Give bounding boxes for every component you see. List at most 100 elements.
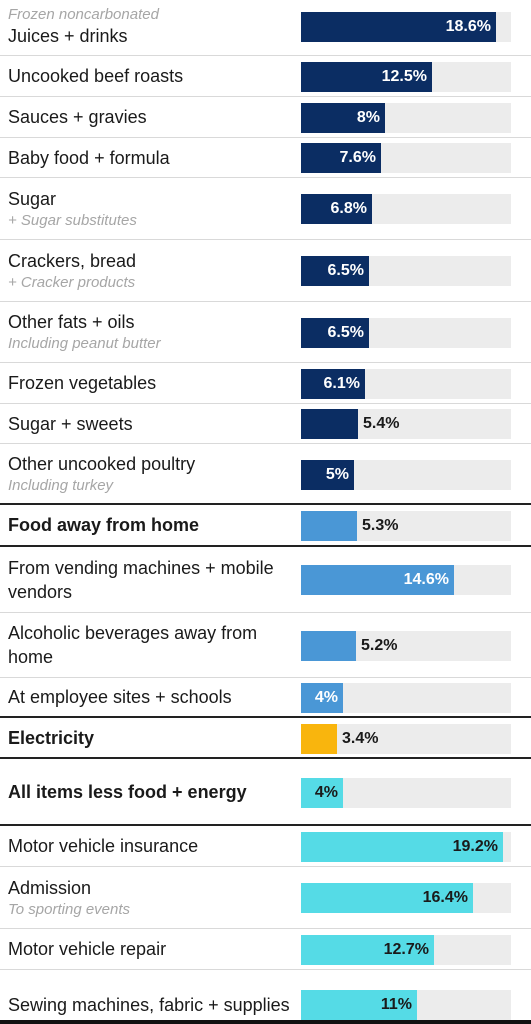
- bar-track: 19.2%: [301, 832, 511, 862]
- row-labels: Sugar + Sugar substitutes: [8, 178, 293, 239]
- bar: [301, 724, 337, 754]
- screen-bottom-edge: [0, 1020, 531, 1024]
- chart-row: Motor vehicle repair 12.7%: [0, 929, 531, 970]
- chart-row: Food away from home 5.3%: [0, 505, 531, 547]
- category-label: Motor vehicle insurance: [8, 836, 199, 856]
- bar-track: 12.5%: [301, 62, 511, 92]
- row-labels: Other fats + oils Including peanut butter: [8, 302, 293, 362]
- category-label: Baby food + formula: [8, 147, 170, 168]
- chart-row: Electricity 3.4%: [0, 718, 531, 759]
- data-label: 11%: [380, 996, 412, 1013]
- chart-row: Motor vehicle insurance 19.2%: [0, 826, 531, 867]
- bar: [301, 409, 358, 439]
- category-label: Juices + drinks: [8, 25, 128, 46]
- data-label: 12.5%: [381, 68, 427, 85]
- bar: [301, 631, 356, 661]
- bar: [301, 460, 354, 490]
- category-label: Alcoholic beverages away from home: [8, 623, 258, 667]
- bar: [301, 256, 369, 286]
- bar-track: 6.5%: [301, 256, 511, 286]
- bar: [301, 12, 496, 42]
- bar: [301, 935, 434, 965]
- bar-track: 5.3%: [301, 511, 511, 541]
- bar: [301, 565, 454, 595]
- bar-track: 12.7%: [301, 935, 511, 965]
- chart-row: Frozen vegetables 6.1%: [0, 363, 531, 404]
- chart-row: Sugar + Sugar substitutes 6.8%: [0, 178, 531, 240]
- bar: [301, 318, 369, 348]
- chart-row: Baby food + formula 7.6%: [0, 138, 531, 178]
- chart-row: Sauces + gravies 8%: [0, 97, 531, 138]
- data-label: 6.8%: [330, 200, 367, 217]
- data-label: 6.5%: [327, 324, 364, 341]
- row-labels: Uncooked beef roasts: [8, 56, 293, 96]
- bar: [301, 62, 432, 92]
- bar-track: 3.4%: [301, 724, 511, 754]
- chart-row: Other fats + oils Including peanut butter…: [0, 302, 531, 363]
- data-label: 16.4%: [422, 889, 468, 906]
- row-category-note: Frozen noncarbonated: [8, 5, 159, 23]
- data-label: 6.5%: [327, 262, 364, 279]
- bar-track: 8%: [301, 103, 511, 133]
- category-label: Sewing machines, fabric + supplies: [8, 994, 290, 1015]
- bar-track: 11%: [301, 990, 511, 1020]
- category-label: Other fats + oils: [8, 312, 135, 332]
- bar: [301, 990, 417, 1020]
- chart-row: Frozen noncarbonated Juices + drinks 18.6%: [0, 0, 531, 56]
- data-label: 4%: [314, 689, 338, 706]
- chart-row: Sewing machines, fabric + supplies 11%: [0, 970, 531, 1020]
- category-label: Admission: [8, 877, 92, 898]
- bar: [301, 511, 357, 541]
- row-labels: At employee sites + schools: [8, 678, 293, 716]
- bar: [301, 194, 372, 224]
- category-label: All items less food + energy: [8, 781, 247, 802]
- row-labels: Sugar + sweets: [8, 404, 293, 443]
- chart-row: Sugar + sweets 5.4%: [0, 404, 531, 444]
- category-label: Crackers, bread: [8, 250, 137, 271]
- data-label: 4%: [314, 784, 338, 801]
- row-labels: Crackers, bread + Cracker products: [8, 240, 293, 301]
- row-labels: Frozen noncarbonated Juices + drinks: [8, 0, 293, 55]
- row-labels: Motor vehicle repair: [8, 929, 293, 969]
- chart-row: Alcoholic beverages away from home 5.2%: [0, 613, 531, 678]
- bar-track: 4%: [301, 778, 511, 808]
- bar: [301, 832, 503, 862]
- category-sublabel: + Cracker products: [8, 273, 136, 291]
- data-label: 5.3%: [362, 517, 399, 534]
- bar: [301, 369, 365, 399]
- chart-row: Uncooked beef roasts 12.5%: [0, 56, 531, 97]
- category-label: Motor vehicle repair: [8, 939, 167, 959]
- bar: [301, 883, 473, 913]
- row-labels: Electricity: [8, 718, 293, 757]
- category-label: Frozen vegetables: [8, 373, 157, 393]
- data-label: 5.4%: [363, 415, 400, 432]
- bar-track: 5.2%: [301, 631, 511, 661]
- bar: [301, 143, 381, 173]
- bar-track: 7.6%: [301, 143, 511, 173]
- category-label: Uncooked beef roasts: [8, 66, 184, 86]
- category-sublabel: To sporting events: [8, 900, 131, 918]
- bar-track: 16.4%: [301, 883, 511, 913]
- bar-track: 5.4%: [301, 409, 511, 439]
- category-sublabel: Including turkey: [8, 476, 114, 494]
- bar-track: 6.1%: [301, 369, 511, 399]
- category-label: Sugar: [8, 188, 57, 209]
- chart-row: At employee sites + schools 4%: [0, 678, 531, 718]
- bar-track: 5%: [301, 460, 511, 490]
- category-label: Electricity: [8, 727, 95, 748]
- category-label: At employee sites + schools: [8, 687, 232, 707]
- bar-track: 6.5%: [301, 318, 511, 348]
- data-label: 19.2%: [452, 838, 498, 855]
- row-labels: All items less food + energy: [8, 759, 293, 824]
- chart-row: Crackers, bread + Cracker products 6.5%: [0, 240, 531, 302]
- data-label: 6.1%: [323, 375, 360, 392]
- row-labels: Admission To sporting events: [8, 867, 293, 928]
- chart-row: All items less food + energy 4%: [0, 759, 531, 826]
- data-label: 12.7%: [383, 941, 429, 958]
- category-label: Other uncooked poultry: [8, 453, 196, 474]
- row-labels: Sewing machines, fabric + supplies: [8, 970, 293, 1020]
- bar: [301, 778, 343, 808]
- row-labels: Alcoholic beverages away from home: [8, 613, 293, 677]
- row-labels: From vending machines + mobile vendors: [8, 547, 293, 612]
